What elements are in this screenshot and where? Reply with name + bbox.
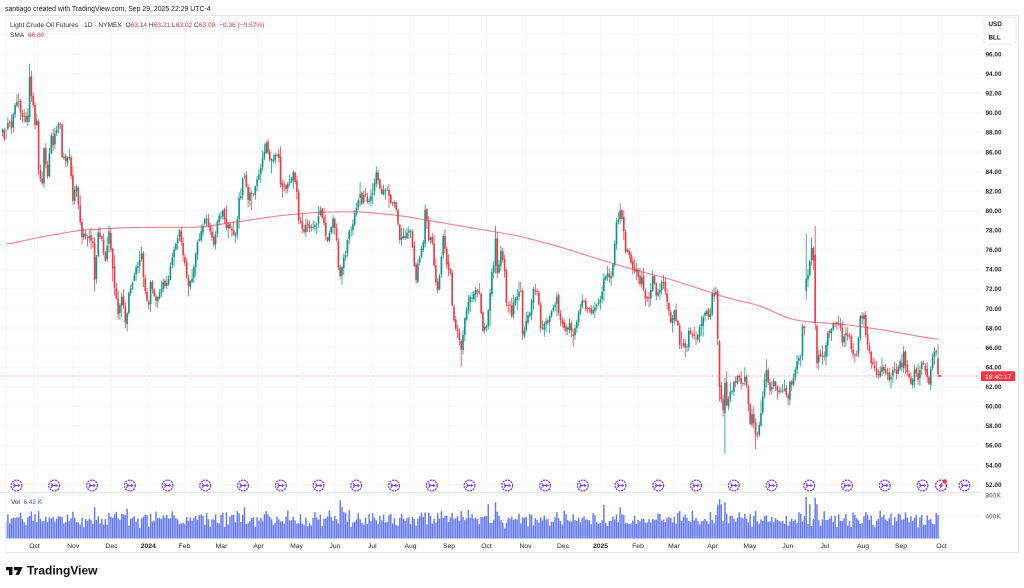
svg-text:SMA 66.80: SMA 66.80 [10, 32, 45, 39]
svg-text:TradingView: TradingView [27, 564, 98, 578]
svg-text:400 K: 400 K [986, 513, 1002, 520]
svg-text:64.00: 64.00 [986, 365, 1002, 372]
svg-text:800 K: 800 K [986, 493, 1002, 500]
svg-text:Aug: Aug [857, 543, 869, 550]
svg-text:Sep: Sep [895, 543, 907, 550]
svg-text:90.00: 90.00 [986, 110, 1002, 117]
svg-text:92.00: 92.00 [986, 91, 1002, 98]
svg-text:BLL: BLL [989, 34, 1001, 41]
svg-text:Oct: Oct [936, 543, 947, 550]
svg-text:Feb: Feb [179, 543, 191, 550]
svg-text:86.00: 86.00 [986, 149, 1002, 156]
svg-text:Oct: Oct [481, 543, 492, 550]
svg-text:Jul: Jul [820, 543, 829, 550]
svg-text:96.00: 96.00 [986, 52, 1002, 59]
svg-text:54.00: 54.00 [986, 462, 1002, 469]
svg-text:Mar: Mar [216, 543, 228, 550]
svg-text:88.00: 88.00 [986, 130, 1002, 137]
svg-text:78.00: 78.00 [986, 228, 1002, 235]
svg-text:2024: 2024 [141, 543, 156, 550]
svg-text:68.00: 68.00 [986, 325, 1002, 332]
svg-text:Nov: Nov [519, 543, 532, 550]
svg-text:Jun: Jun [782, 543, 793, 550]
svg-text:72.00: 72.00 [986, 286, 1002, 293]
svg-text:60.00: 60.00 [986, 404, 1002, 411]
svg-text:Mar: Mar [668, 543, 680, 550]
svg-text:USD: USD [989, 21, 1003, 28]
svg-text:74.00: 74.00 [986, 267, 1002, 274]
svg-text:Aug: Aug [404, 543, 416, 550]
svg-text:Dec: Dec [105, 543, 118, 550]
svg-text:Apr: Apr [253, 543, 264, 550]
svg-text:94.00: 94.00 [986, 71, 1002, 78]
svg-text:82.00: 82.00 [986, 188, 1002, 195]
svg-text:Nov: Nov [67, 543, 80, 550]
svg-text:70.00: 70.00 [986, 306, 1002, 313]
svg-text:66.00: 66.00 [986, 345, 1002, 352]
svg-text:6.42 K: 6.42 K [24, 499, 43, 506]
svg-text:76.00: 76.00 [986, 247, 1002, 254]
svg-text:56.00: 56.00 [986, 443, 1002, 450]
svg-text:80.00: 80.00 [986, 208, 1002, 215]
svg-text:Apr: Apr [707, 543, 718, 550]
svg-text:Light Crude Oil Futures · 1D ·: Light Crude Oil Futures · 1D · NYMEX O63… [10, 22, 264, 29]
svg-text:Sep: Sep [443, 543, 455, 550]
svg-text:18:40:17: 18:40:17 [985, 374, 1012, 381]
svg-text:Feb: Feb [632, 543, 644, 550]
svg-text:Jul: Jul [368, 543, 377, 550]
svg-text:58.00: 58.00 [986, 423, 1002, 430]
svg-text:62.00: 62.00 [986, 384, 1002, 391]
svg-text:Vol: Vol [11, 499, 20, 506]
svg-text:2025: 2025 [593, 543, 608, 550]
svg-text:Jun: Jun [330, 543, 341, 550]
svg-text:May: May [290, 543, 303, 550]
svg-text:santiago created with TradingV: santiago created with TradingView.com, S… [5, 6, 211, 13]
svg-text:84.00: 84.00 [986, 169, 1002, 176]
svg-text:52.00: 52.00 [986, 482, 1002, 489]
svg-text:Dec: Dec [557, 543, 570, 550]
svg-text:May: May [743, 543, 756, 550]
svg-text:Oct: Oct [29, 543, 40, 550]
